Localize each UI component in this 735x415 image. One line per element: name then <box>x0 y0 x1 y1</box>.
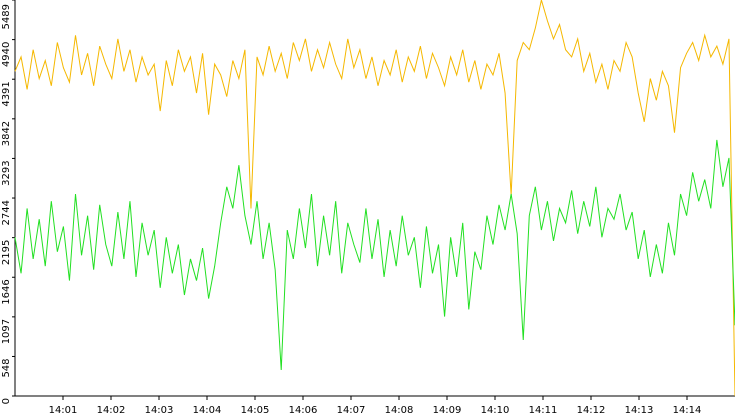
x-tick-label: 14:02 <box>97 405 126 415</box>
x-tick-label: 14:04 <box>193 405 222 415</box>
y-tick-label: 0 <box>1 398 12 404</box>
x-tick-label: 14:14 <box>673 405 702 415</box>
y-tick-label: 5489 <box>1 4 12 29</box>
x-tick-label: 14:10 <box>481 405 510 415</box>
y-tick-label: 1097 <box>1 319 12 344</box>
y-tick-label: 4940 <box>1 42 12 67</box>
x-tick-label: 14:09 <box>433 405 462 415</box>
x-tick-label: 14:12 <box>577 405 606 415</box>
x-tick-label: 14:11 <box>529 405 558 415</box>
x-tick-label: 14:13 <box>625 405 654 415</box>
x-tick-label: 14:01 <box>49 405 78 415</box>
x-tick-label: 14:08 <box>385 405 414 415</box>
y-tick-label: 4391 <box>1 81 12 106</box>
y-tick-label: 3842 <box>1 121 12 146</box>
y-tick-label: 2195 <box>1 240 12 265</box>
y-tick-label: 548 <box>1 358 12 377</box>
series-line <box>14 0 735 397</box>
x-tick-label: 14:05 <box>241 405 270 415</box>
x-tick-label: 14:06 <box>289 405 318 415</box>
y-tick-label: 3293 <box>1 160 12 185</box>
series-line <box>14 139 735 371</box>
x-tick-label: 14:07 <box>337 405 366 415</box>
y-tick-label: 2744 <box>1 200 12 225</box>
x-tick-label: 14:03 <box>145 405 174 415</box>
y-tick-label: 1646 <box>1 279 12 304</box>
